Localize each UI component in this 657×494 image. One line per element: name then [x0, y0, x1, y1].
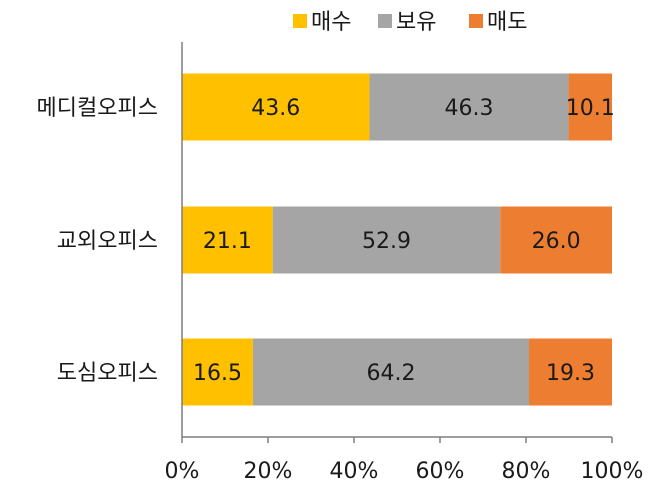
bar-row: 21.1 52.9 26.0 교외오피스	[57, 206, 612, 274]
data-label: 64.2	[366, 361, 415, 386]
bar-segment	[252, 338, 530, 406]
bar-segment	[182, 338, 253, 406]
legend-label: 보유	[396, 10, 436, 35]
bar-segment	[182, 206, 273, 274]
bar-segment	[529, 338, 612, 406]
legend-swatch	[469, 14, 483, 28]
bar-row: 43.6 46.3 10.1 메디컬오피스	[37, 73, 615, 141]
bar-row: 16.5 64.2 19.3 도심오피스	[57, 338, 612, 406]
data-label: 19.3	[546, 361, 595, 386]
legend-item: 매도	[469, 10, 527, 35]
bar-segment	[182, 73, 370, 141]
legend-swatch	[293, 14, 307, 28]
x-tick-label: 0%	[165, 459, 200, 484]
category-label: 도심오피스	[57, 361, 158, 386]
x-tick-label: 80%	[502, 459, 551, 484]
data-label: 43.6	[251, 96, 300, 121]
data-label: 52.9	[362, 229, 411, 254]
legend: 매수 보유 매도	[293, 10, 527, 35]
category-label: 메디컬오피스	[37, 96, 158, 121]
bar-segment	[272, 206, 501, 274]
legend-label: 매수	[311, 10, 351, 35]
data-label: 46.3	[445, 96, 494, 121]
data-label: 16.5	[193, 361, 242, 386]
axes: 0% 20% 40% 60% 80% 100%	[165, 42, 644, 484]
legend-label: 매도	[487, 10, 527, 35]
x-tick-label: 60%	[416, 459, 465, 484]
x-tick-label: 20%	[244, 459, 293, 484]
data-label: 10.1	[566, 96, 615, 121]
x-tick-label: 40%	[330, 459, 379, 484]
legend-swatch	[378, 14, 392, 28]
legend-item: 보유	[378, 10, 436, 35]
plot-area: 43.6 46.3 10.1 메디컬오피스 21.1 52.9 26.0 교외오피스 16.5 6…	[37, 73, 615, 406]
category-label: 교외오피스	[57, 229, 158, 254]
bar-segment	[568, 73, 612, 141]
data-label: 21.1	[203, 229, 252, 254]
legend-item: 매수	[293, 10, 351, 35]
data-label: 26.0	[532, 229, 581, 254]
bar-segment	[500, 206, 612, 274]
bar-segment	[369, 73, 569, 141]
x-tick-label: 100%	[581, 459, 644, 484]
